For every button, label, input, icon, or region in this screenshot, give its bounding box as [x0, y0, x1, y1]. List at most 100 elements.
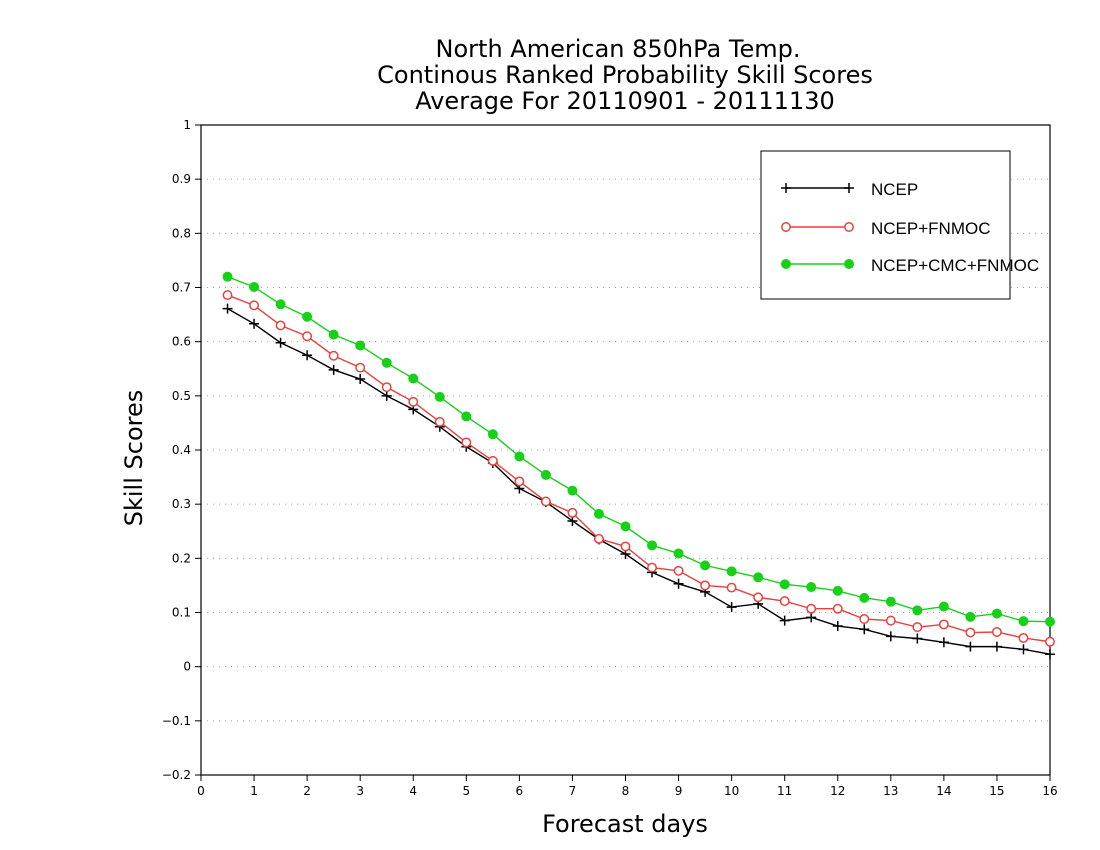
data-point	[275, 299, 286, 310]
x-tick-label: 3	[356, 784, 364, 798]
plot-area	[200, 124, 1051, 776]
data-point	[779, 615, 790, 626]
data-point	[885, 596, 896, 607]
data-point	[593, 508, 604, 519]
data-point	[381, 357, 392, 368]
legend-marker	[781, 183, 791, 193]
data-point	[275, 320, 286, 331]
data-point	[540, 496, 551, 507]
data-point	[779, 596, 790, 607]
series-ncep-cmc-fnmoc	[222, 271, 1055, 627]
data-point	[381, 382, 392, 393]
legend-entry: NCEP+CMC+FNMOC	[781, 256, 1039, 275]
chart-title-line-3: Average For 20110901 - 20111130	[415, 87, 835, 115]
series-ncep-fnmoc	[222, 290, 1055, 647]
legend-marker	[844, 222, 854, 232]
data-point	[620, 541, 631, 552]
data-point	[912, 622, 923, 633]
series-line	[227, 308, 1051, 655]
y-tick-label: −0.2	[162, 768, 191, 782]
data-point	[938, 637, 949, 648]
data-point	[912, 605, 923, 616]
data-point	[1045, 636, 1055, 647]
data-point	[1045, 616, 1055, 627]
legend-entry: NCEP+FNMOC	[781, 219, 990, 238]
x-tick-label: 7	[569, 784, 577, 798]
y-tick-label: 0.5	[172, 389, 191, 403]
y-tick-label: 0.2	[172, 551, 191, 565]
data-series	[222, 271, 1055, 660]
x-tick-label: 16	[1042, 784, 1057, 798]
series-line	[227, 276, 1051, 623]
legend-label: NCEP	[871, 180, 918, 199]
chart-title-line-2: Continous Ranked Probability Skill Score…	[377, 61, 873, 89]
y-tick-label: 0.3	[172, 497, 191, 511]
data-point	[885, 631, 896, 642]
x-tick-label: 1	[250, 784, 258, 798]
data-point	[514, 476, 525, 487]
data-point	[726, 582, 737, 593]
data-point	[912, 633, 923, 644]
data-point	[461, 411, 472, 422]
data-point	[965, 641, 976, 652]
data-point	[859, 624, 870, 635]
legend-marker	[781, 259, 791, 269]
data-point	[832, 585, 843, 596]
data-point	[328, 364, 339, 375]
x-tick-label: 10	[724, 784, 739, 798]
data-point	[222, 303, 233, 314]
y-tick-label: 0.1	[172, 606, 191, 620]
data-point	[249, 318, 260, 329]
data-point	[1018, 644, 1029, 655]
data-point	[540, 469, 551, 480]
data-point	[567, 485, 578, 496]
legend-box	[760, 150, 1011, 300]
data-point	[302, 331, 313, 342]
data-point	[249, 300, 260, 311]
y-tick-label: 0.8	[172, 226, 191, 240]
data-point	[381, 390, 392, 401]
legend-marker	[781, 222, 791, 232]
data-point	[355, 362, 366, 373]
chart-title-line-1: North American 850hPa Temp.	[436, 35, 801, 63]
legend-entry: NCEP	[781, 180, 918, 199]
data-point	[302, 350, 313, 361]
x-tick-label: 13	[883, 784, 898, 798]
data-point	[620, 521, 631, 532]
data-point	[806, 603, 817, 614]
data-point	[302, 311, 313, 322]
data-point	[647, 562, 657, 573]
data-point	[885, 615, 896, 626]
data-point	[408, 373, 419, 384]
y-tick-label: 1	[183, 118, 191, 132]
y-axis-label: Skill Scores	[120, 390, 148, 527]
data-point	[806, 612, 817, 623]
data-point	[991, 608, 1002, 619]
data-point	[673, 565, 684, 576]
data-point	[753, 572, 764, 583]
data-point	[753, 592, 764, 603]
data-point	[461, 437, 472, 448]
data-point	[832, 603, 843, 614]
x-tick-label: 4	[409, 784, 417, 798]
data-point	[355, 340, 366, 351]
data-point	[779, 579, 790, 590]
data-point	[726, 602, 737, 613]
data-point	[673, 548, 684, 559]
data-point	[726, 566, 737, 577]
data-point	[594, 533, 604, 544]
y-tick-label: 0.4	[172, 443, 191, 457]
data-point	[567, 507, 578, 518]
data-point	[965, 611, 976, 622]
data-point	[938, 601, 949, 612]
legend: NCEP NCEP+FNMOC NCEP+CMC+FNMOC	[760, 150, 1039, 300]
data-point	[673, 578, 684, 589]
data-point	[275, 337, 286, 348]
series-line	[227, 294, 1051, 643]
y-tick-label: 0.7	[172, 281, 191, 295]
data-point	[700, 580, 711, 591]
legend-marker	[844, 259, 854, 269]
x-tick-label: 14	[936, 784, 951, 798]
axis-ticks: −0.2−0.100.10.20.30.40.50.60.70.80.910 1 2…	[162, 118, 1058, 798]
